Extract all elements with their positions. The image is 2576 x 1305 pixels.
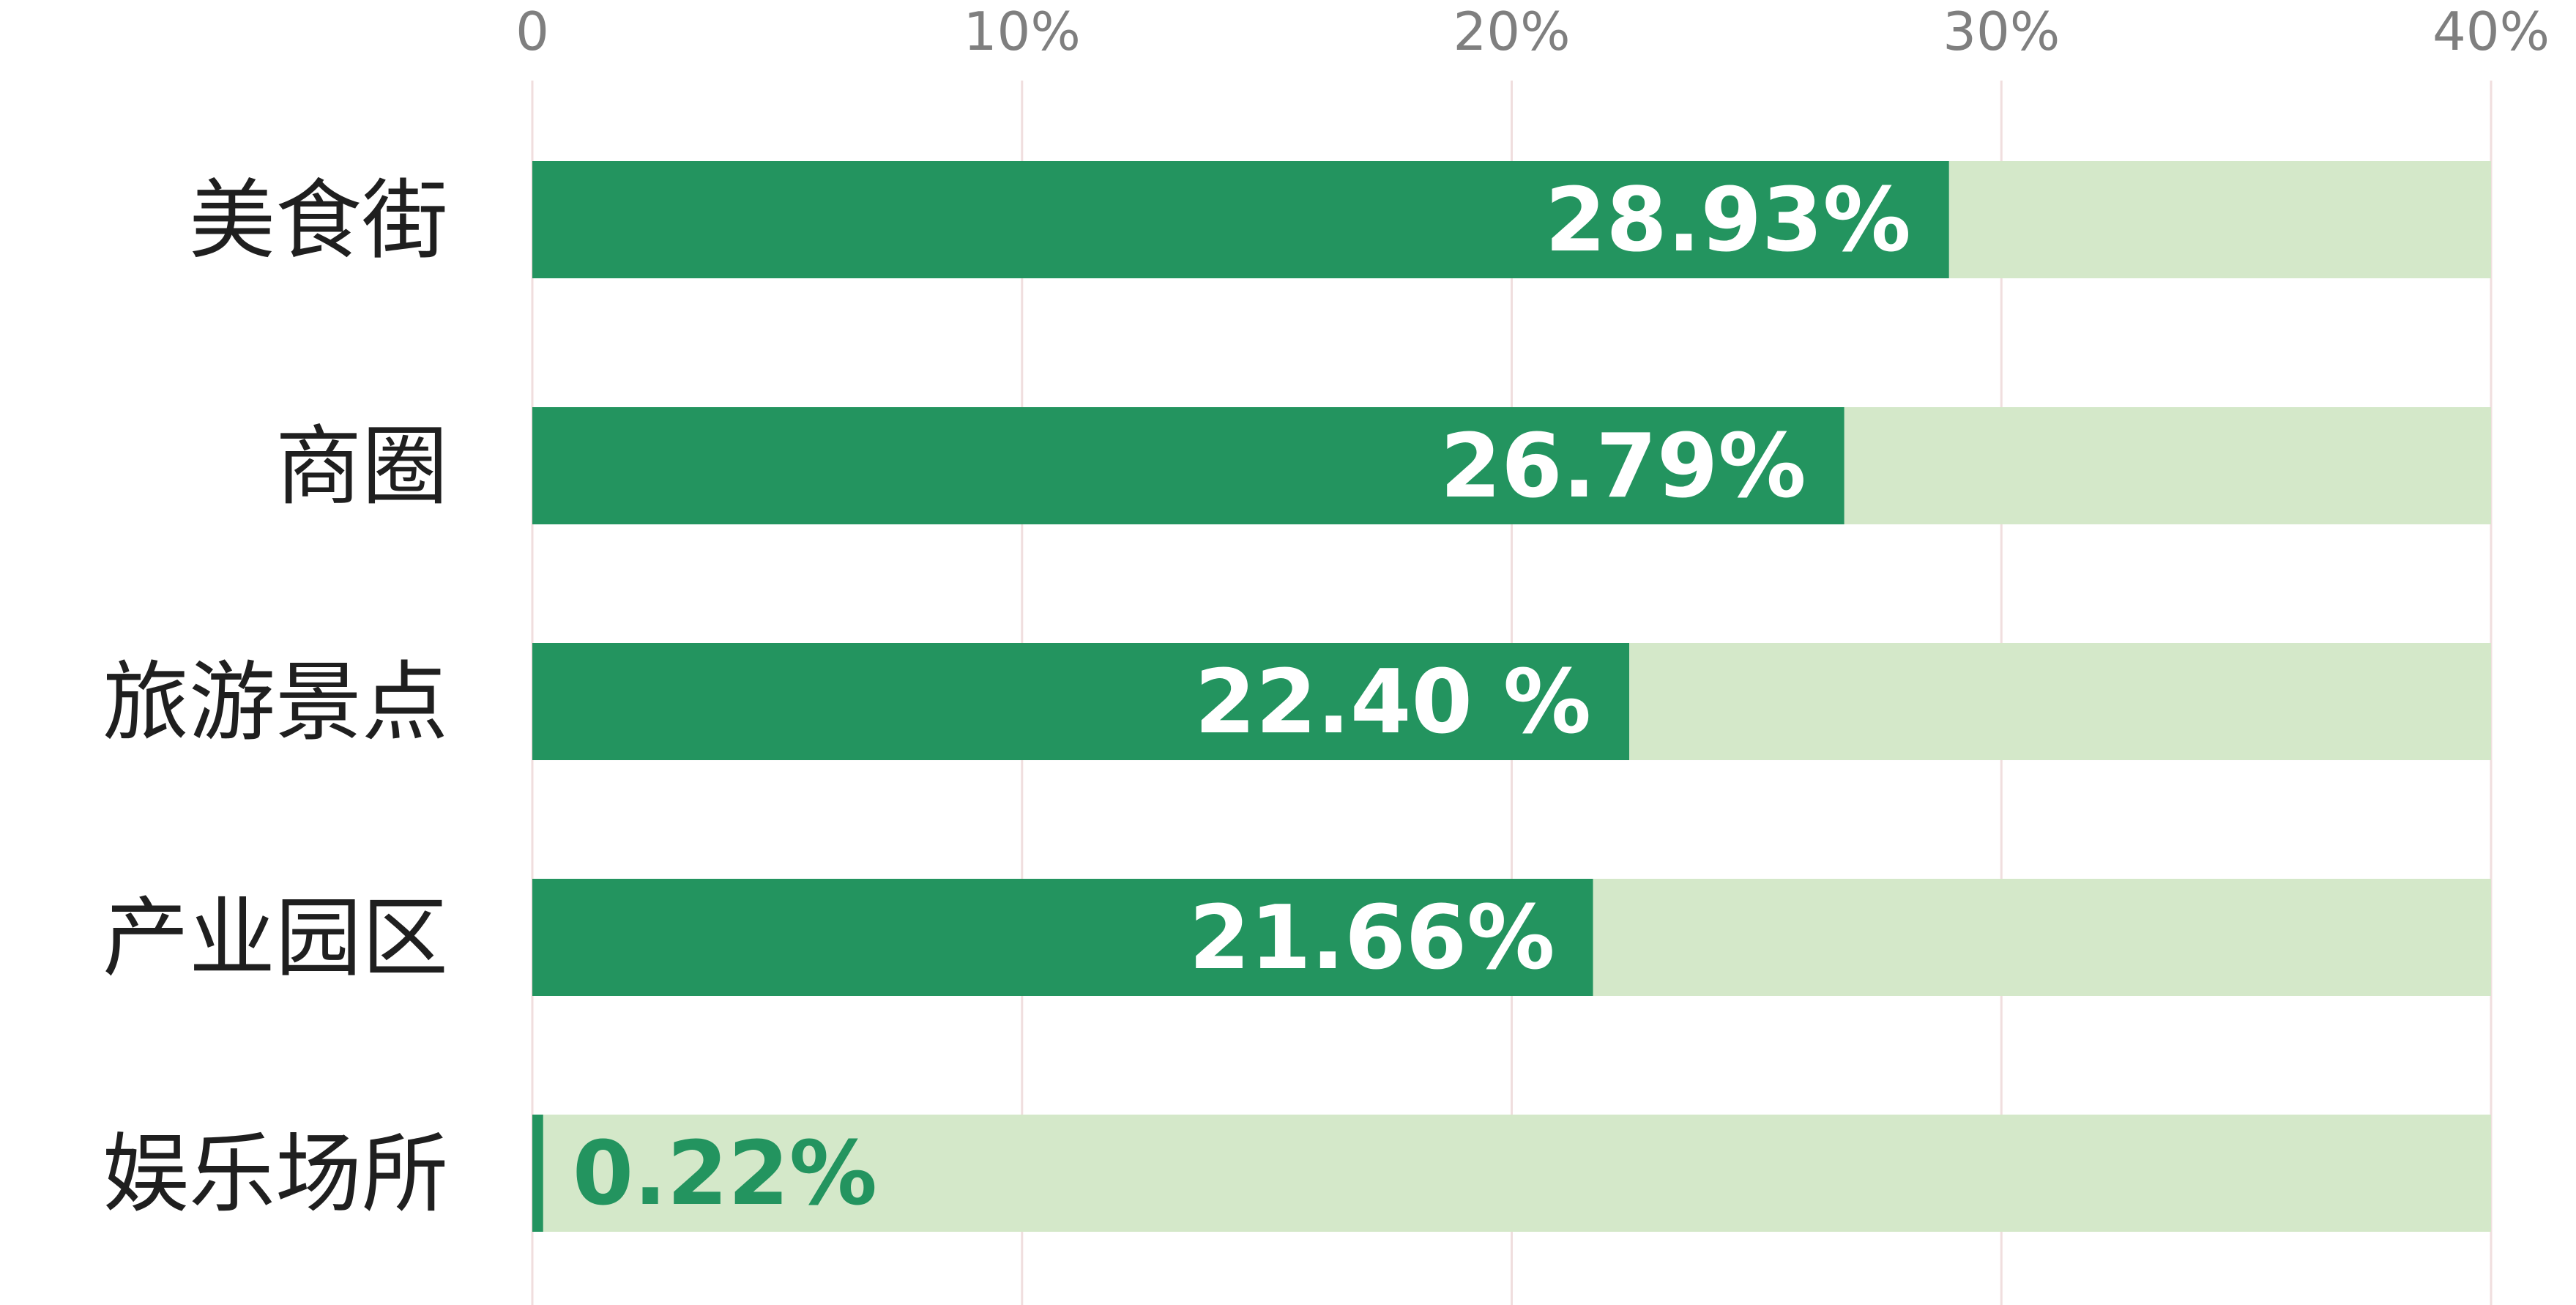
- data-label: 28.93%: [1545, 170, 1911, 272]
- data-label: 0.22%: [573, 1123, 877, 1225]
- category-label: 商圈: [275, 416, 448, 517]
- data-label: 22.40 %: [1194, 652, 1591, 754]
- data-label: 21.66%: [1189, 888, 1555, 989]
- x-axis-ticks: 0 10% 20% 30% 40%: [515, 1, 2550, 62]
- category-label: 旅游景点: [103, 652, 448, 753]
- category-label: 产业园区: [103, 888, 448, 989]
- bar: [532, 161, 1949, 278]
- category-label: 娱乐场所: [103, 1123, 448, 1224]
- x-tick-label: 20%: [1453, 1, 1570, 62]
- bar: [532, 407, 1844, 524]
- x-tick-label: 30%: [1943, 1, 2060, 62]
- bars: 28.93% 26.79% 22.40 % 21.66% 0.22%: [532, 161, 2491, 1232]
- x-tick-label: 40%: [2432, 1, 2550, 62]
- bar: [532, 1115, 543, 1232]
- bar: [532, 879, 1593, 996]
- bar: [532, 643, 1629, 760]
- bar-track: [532, 1115, 2491, 1232]
- x-tick-label: 0: [515, 1, 549, 62]
- data-label: 26.79%: [1440, 416, 1806, 518]
- x-tick-label: 10%: [964, 1, 1081, 62]
- category-label: 美食街: [189, 170, 448, 271]
